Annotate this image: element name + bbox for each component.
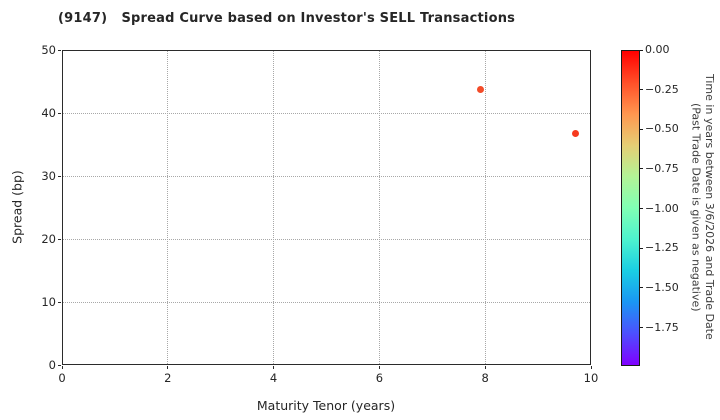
data-point — [477, 86, 485, 94]
colorbar-tick-mark — [639, 327, 643, 329]
data-point — [571, 130, 579, 138]
colorbar-tick-label: −1.00 — [645, 201, 679, 215]
y-tick-mark — [57, 238, 61, 240]
y-tick-mark — [57, 175, 61, 177]
colorbar-tick-mark — [639, 168, 643, 170]
colorbar-label-line1: Time in years between 3/6/2026 and Trade… — [703, 74, 716, 340]
y-tick-mark — [57, 301, 61, 303]
colorbar-tick-mark — [639, 49, 643, 51]
x-tick-mark — [378, 365, 380, 370]
x-gridline — [167, 51, 169, 364]
colorbar-tick-label: −0.50 — [645, 122, 679, 136]
x-tick-mark — [590, 365, 592, 370]
colorbar-tick-mark — [639, 287, 643, 289]
plot-area — [62, 50, 591, 365]
x-tick-label: 10 — [583, 371, 599, 385]
x-tick-label: 4 — [269, 371, 278, 385]
chart-title: (9147) Spread Curve based on Investor's … — [58, 11, 516, 26]
x-tick-label: 0 — [58, 371, 66, 385]
colorbar-label-line2: (Past Trade Date is given as negative) — [689, 102, 703, 312]
colorbar-tick-label: 0.00 — [645, 43, 670, 56]
y-tick-mark — [57, 112, 61, 114]
y-gridline — [63, 112, 590, 114]
y-gridline — [63, 301, 590, 303]
y-tick-label: 20 — [41, 232, 56, 246]
y-tick-label: 0 — [48, 358, 56, 372]
colorbar-tick-label: −1.75 — [645, 320, 679, 334]
x-tick-mark — [484, 365, 486, 370]
y-tick-mark — [57, 49, 61, 51]
colorbar-tick-mark — [639, 247, 643, 249]
colorbar-tick-mark — [639, 208, 643, 210]
colorbar-tick-label: −1.50 — [645, 280, 679, 294]
x-gridline — [273, 51, 275, 364]
y-tick-label: 50 — [41, 43, 56, 57]
y-tick-label: 10 — [41, 295, 56, 309]
x-tick-mark — [61, 365, 63, 370]
y-axis-label: Spread (bp) — [9, 170, 25, 244]
x-tick-label: 6 — [375, 371, 384, 385]
y-tick-label: 30 — [41, 169, 56, 183]
y-gridline — [63, 175, 590, 177]
colorbar-tick-mark — [639, 128, 643, 130]
x-tick-mark — [167, 365, 169, 370]
colorbar-tick-mark — [639, 89, 643, 91]
colorbar-tick-label: −1.25 — [645, 241, 679, 255]
x-axis-label: Maturity Tenor (years) — [256, 398, 396, 413]
colorbar-gradient — [621, 50, 640, 366]
colorbar-tick-label: −0.25 — [645, 82, 679, 96]
colorbar-tick-label: −0.75 — [645, 161, 679, 175]
x-tick-mark — [273, 365, 275, 370]
x-gridline — [378, 51, 380, 364]
y-tick-label: 40 — [41, 106, 56, 120]
x-gridline — [484, 51, 486, 364]
y-tick-mark — [57, 364, 61, 366]
x-tick-label: 2 — [164, 371, 172, 385]
x-tick-label: 8 — [481, 371, 489, 385]
colorbar-axis-label: Time in years between 3/6/2026 and Trade… — [689, 50, 717, 364]
y-gridline — [63, 238, 590, 240]
